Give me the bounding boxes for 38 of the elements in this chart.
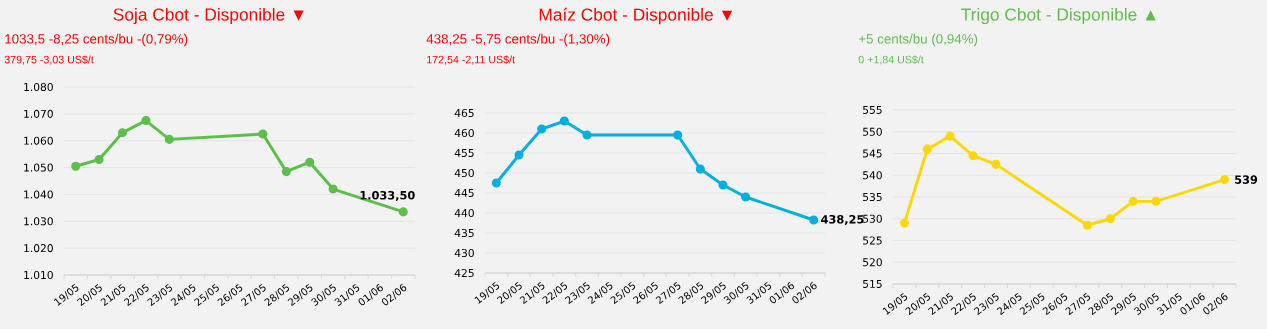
y-tick-label: 1.010 — [24, 270, 53, 280]
chart-title: Maíz Cbot - Disponible ▼ — [539, 7, 733, 25]
y-tick-label: 1.040 — [24, 190, 53, 199]
y-tick-label: 555 — [863, 106, 882, 114]
y-tick-label: 445 — [454, 189, 474, 197]
y-tick-label: 1.070 — [24, 109, 53, 118]
y-tick-label: 440 — [454, 208, 474, 218]
chart-title: Trigo Cbot - Disponible ▲ — [961, 7, 1156, 25]
y-tick-label: 1.050 — [24, 163, 53, 172]
chart-title: Soja Cbot - Disponible ▼ — [113, 7, 304, 25]
data-label: 438,25 — [821, 215, 864, 226]
text: 172,54 -2,11 US$/t — [427, 55, 515, 65]
y-tick-label: 520 — [863, 258, 882, 267]
y-tick-label: 540 — [863, 171, 882, 180]
y-tick-label: 1.030 — [24, 217, 53, 226]
y-tick-label: 1.080 — [24, 82, 53, 92]
y-tick-label: 1.060 — [24, 136, 53, 145]
y-tick-label: 460 — [454, 128, 474, 138]
y-tick-label: 430 — [454, 248, 474, 258]
y-tick-label: 1.020 — [24, 244, 53, 253]
y-tick-label: 515 — [863, 280, 882, 288]
y-tick-label: 435 — [454, 228, 474, 238]
y-tick-label: 450 — [454, 168, 474, 178]
y-tick-label: 525 — [863, 236, 882, 245]
y-tick-label: 550 — [863, 127, 882, 136]
data-label: 539 — [1235, 175, 1258, 184]
chart-subtitle: +5 cents/bu (0,94%) — [858, 33, 978, 47]
chart-subtitle: 438,25 -5,75 cents/bu -(1,30%) — [426, 33, 610, 47]
y-tick-label: 455 — [454, 149, 474, 157]
y-tick-label: 425 — [454, 268, 474, 278]
y-tick-label: 535 — [863, 192, 882, 202]
y-tick-label: 545 — [863, 149, 882, 158]
y-tick-label: 530 — [863, 214, 882, 223]
y-tick-label: 465 — [454, 108, 474, 118]
chart-subtitle: 1033,5 -8,25 cents/bu -(0,79%) — [5, 33, 188, 47]
text: 0 +1,84 US$/t — [858, 55, 924, 65]
text: 379,75 -3,03 US$/t — [4, 55, 94, 65]
data-label: 1.033,50 — [360, 190, 415, 201]
